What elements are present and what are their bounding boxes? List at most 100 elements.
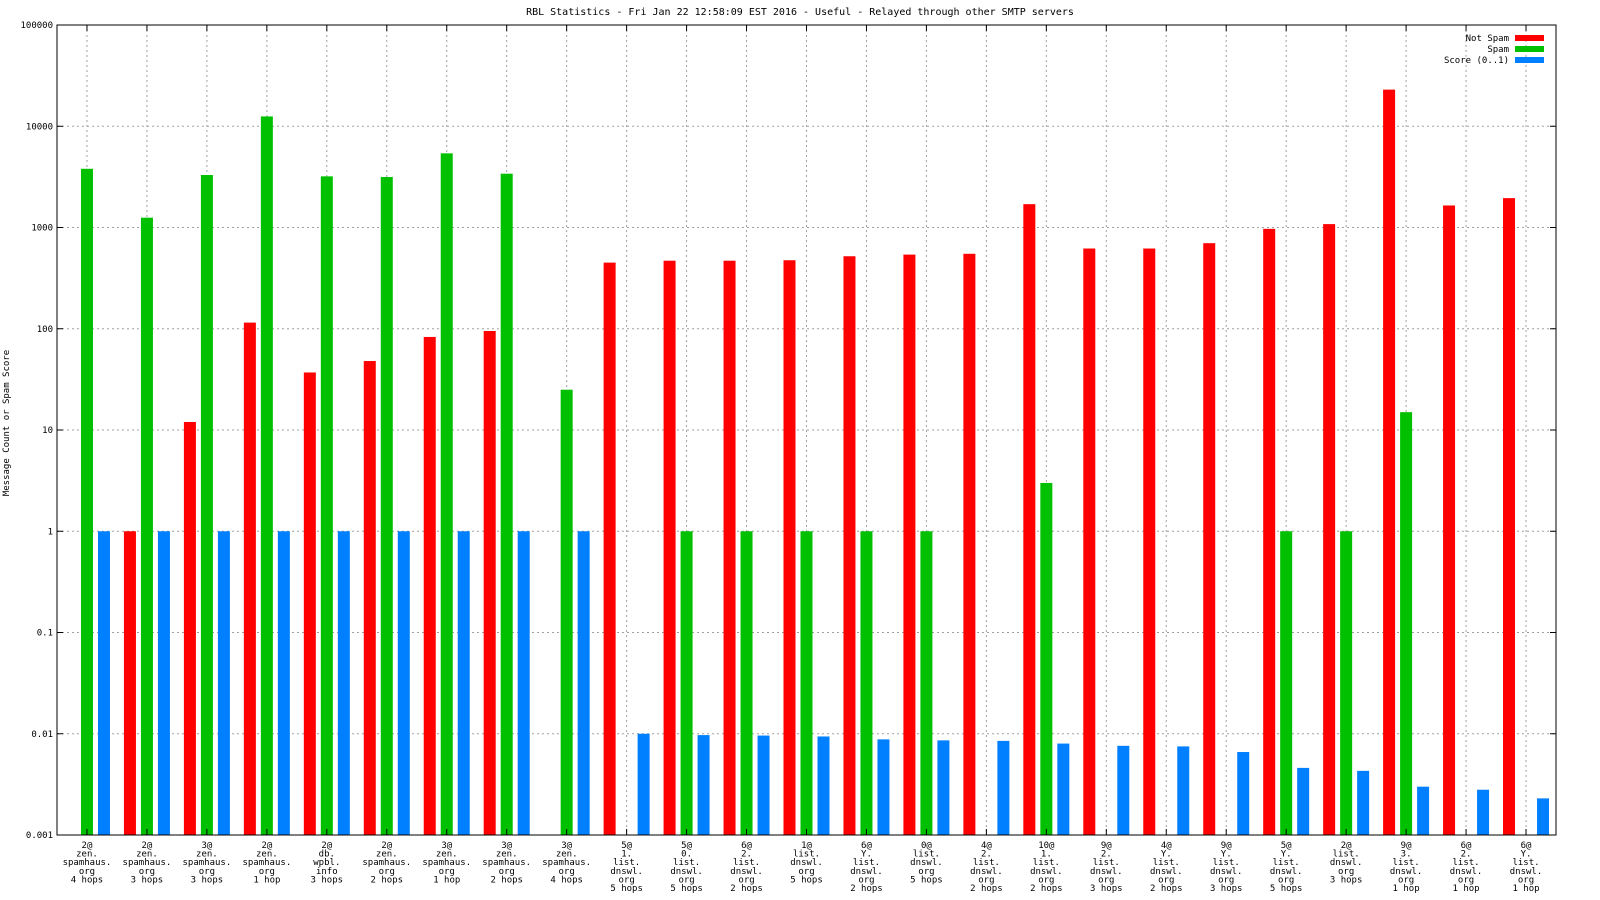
bar-not-spam [903, 254, 916, 835]
bar-score [1357, 770, 1370, 835]
x-category-label: 9@ 3. list. dnswl. org 1 hop [1390, 841, 1423, 894]
bar-spam [1400, 412, 1413, 835]
bar-not-spam [963, 253, 976, 836]
bar-score [217, 531, 230, 835]
bar-spam [800, 531, 813, 835]
bar-score [757, 735, 770, 835]
y-tick-label: 100000 [20, 21, 53, 31]
x-category-label: 6@ Y. list. dnswl. org 1 hop [1510, 841, 1543, 894]
y-tick-label: 10000 [26, 122, 53, 132]
bar-not-spam [1023, 204, 1036, 835]
x-category-label: 2@ list. dnswl. org 3 hops [1330, 841, 1363, 885]
y-tick-labels: 0.001 0.01 0.1 1 10 100 1000 10000 100000 [20, 21, 53, 841]
bar-score [937, 740, 950, 835]
x-category-label: 0@ list. dnswl. org 5 hops [910, 841, 943, 885]
bar-not-spam [603, 262, 616, 835]
y-tick-label: 1000 [31, 224, 53, 234]
legend-label: Spam [1487, 45, 1509, 55]
bar-spam [380, 177, 393, 836]
bar-not-spam [243, 322, 256, 835]
bar-not-spam [1203, 243, 1216, 835]
bar-score [697, 735, 710, 835]
bar-not-spam [723, 260, 736, 836]
x-category-label: 6@ 2. list. dnswl. org 1 hop [1450, 841, 1483, 894]
y-axis-label: Message Count or Spam Score [2, 350, 12, 496]
bar-spam [440, 153, 453, 835]
bar-spam [740, 531, 753, 835]
bar-spam [860, 531, 873, 835]
bar-score [1477, 789, 1490, 835]
bar-spam [200, 175, 213, 835]
bar-score [457, 531, 470, 835]
bar-spam [920, 531, 933, 835]
bar-score [1297, 767, 1310, 835]
bar-not-spam [1263, 228, 1276, 835]
bar-not-spam [1383, 89, 1396, 835]
bar-spam [80, 168, 93, 836]
x-category-label: 3@ zen. spamhaus. org 4 hops [542, 841, 591, 885]
bar-not-spam [123, 531, 136, 835]
bar-score [1537, 798, 1550, 835]
bar-not-spam [663, 260, 676, 836]
bar-score [577, 531, 590, 835]
bars-layer [80, 89, 1550, 836]
y-tick-label: 0.01 [31, 730, 53, 740]
bar-score [1057, 743, 1070, 835]
x-category-label: 6@ 2. list. dnswl. org 2 hops [730, 841, 763, 894]
x-category-label: 10@ 1. list. dnswl. org 2 hops [1030, 841, 1063, 894]
bar-not-spam [843, 256, 856, 836]
bar-spam [140, 217, 153, 835]
x-category-label: 2@ db. wpbl. info 3 hops [311, 841, 344, 885]
bar-not-spam [423, 336, 436, 835]
x-category-label: 2@ zen. spamhaus. org 3 hops [123, 841, 172, 885]
legend-swatch [1515, 35, 1544, 41]
x-category-label: 5@ Y. list. dnswl. org 5 hops [1270, 841, 1303, 894]
bar-score [97, 531, 110, 835]
x-category-label: 9@ 2. list. dnswl. org 3 hops [1090, 841, 1123, 894]
legend-swatch [1515, 57, 1544, 63]
bar-spam [260, 116, 273, 835]
x-category-label: 4@ Y. list. dnswl. org 2 hops [1150, 841, 1183, 894]
x-category-label: 2@ zen. spamhaus. org 2 hops [362, 841, 411, 885]
y-tick-label: 1 [48, 527, 53, 537]
bar-not-spam [1323, 224, 1336, 835]
y-tick-label: 0.1 [37, 629, 53, 639]
bar-score [1417, 786, 1430, 835]
x-category-label: 3@ zen. spamhaus. org 2 hops [482, 841, 531, 885]
x-category-label: 6@ Y. list. dnswl. org 2 hops [850, 841, 883, 894]
plot-border [56, 24, 1557, 836]
bar-score [997, 740, 1010, 835]
bar-not-spam [303, 372, 316, 835]
x-category-label: 3@ zen. spamhaus. org 1 hop [422, 841, 471, 885]
bar-score [157, 531, 170, 835]
bar-spam [680, 531, 693, 835]
bar-score [1237, 752, 1250, 835]
bar-score [397, 531, 410, 835]
chart-title: RBL Statistics - Fri Jan 22 12:58:09 EST… [526, 7, 1074, 18]
x-category-label: 9@ Y. list. dnswl. org 3 hops [1210, 841, 1243, 894]
x-category-label: 4@ 2. list. dnswl. org 2 hops [970, 841, 1003, 894]
bar-not-spam [1143, 248, 1156, 836]
x-category-label: 1@ list. dnswl. org 5 hops [790, 841, 823, 885]
bar-score [337, 531, 350, 835]
bar-score [1177, 746, 1190, 835]
bar-not-spam [1503, 198, 1516, 835]
bar-not-spam [1083, 248, 1096, 836]
x-category-label: 2@ zen. spamhaus. org 1 hop [242, 841, 291, 885]
x-category-label: 5@ 1. list. dnswl. org 5 hops [610, 841, 643, 894]
legend-swatch [1515, 46, 1544, 52]
bar-spam [1280, 531, 1293, 835]
bar-score [277, 531, 290, 835]
bar-not-spam [783, 260, 796, 836]
x-category-label: 5@ 0. list. dnswl. org 5 hops [670, 841, 703, 894]
bar-not-spam [363, 361, 376, 835]
bar-not-spam [183, 421, 196, 835]
legend-label: Not Spam [1466, 34, 1509, 44]
bar-spam [1340, 531, 1353, 835]
plot-frame [56, 24, 1557, 836]
bar-spam [560, 389, 573, 835]
x-category-label: 3@ zen. spamhaus. org 3 hops [183, 841, 232, 885]
